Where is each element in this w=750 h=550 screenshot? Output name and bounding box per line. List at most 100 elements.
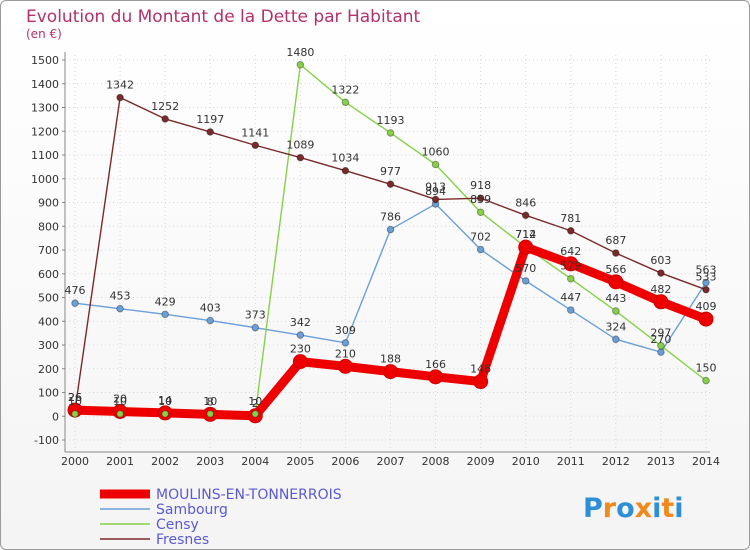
x-tick-label: 2010 bbox=[512, 455, 540, 468]
data-label: 1322 bbox=[331, 83, 359, 96]
data-point bbox=[386, 225, 395, 234]
y-tick-label: 700 bbox=[38, 244, 59, 257]
data-label: 210 bbox=[335, 347, 356, 360]
data-label: 977 bbox=[380, 165, 401, 178]
x-tick-label: 2001 bbox=[106, 455, 134, 468]
data-point bbox=[292, 354, 308, 370]
x-tick-label: 2006 bbox=[331, 455, 359, 468]
data-label: 10 bbox=[113, 395, 127, 408]
data-point bbox=[341, 98, 350, 107]
data-label: 230 bbox=[290, 343, 311, 356]
logo-letter: i bbox=[652, 493, 661, 524]
data-label: 1060 bbox=[422, 146, 450, 159]
data-label: 10 bbox=[158, 395, 172, 408]
data-point bbox=[657, 269, 665, 277]
svg-text:Proxiti: Proxiti bbox=[583, 493, 684, 524]
data-point bbox=[698, 311, 714, 327]
y-tick-label: 500 bbox=[38, 292, 59, 305]
logo-letter: o bbox=[616, 493, 635, 524]
legend-label: Censy bbox=[156, 517, 199, 533]
x-tick-label: 2003 bbox=[196, 455, 224, 468]
data-label: 1193 bbox=[377, 114, 405, 127]
data-point bbox=[473, 374, 489, 390]
y-tick-label: 1400 bbox=[31, 78, 59, 91]
data-label: 429 bbox=[155, 295, 176, 308]
chart-title: Evolution du Montant de la Dette par Hab… bbox=[26, 7, 421, 27]
legend-label: Fresnes bbox=[156, 532, 209, 548]
data-label: 712 bbox=[515, 228, 536, 241]
data-label: 476 bbox=[65, 284, 86, 297]
chart-subtitle: (en €) bbox=[26, 27, 62, 41]
x-tick-label: 2008 bbox=[422, 455, 450, 468]
data-point bbox=[566, 226, 575, 235]
data-point bbox=[206, 316, 215, 325]
data-label: 918 bbox=[470, 179, 491, 192]
data-point bbox=[428, 369, 444, 385]
data-point bbox=[341, 166, 350, 175]
data-point bbox=[657, 341, 665, 350]
y-tick-label: 600 bbox=[38, 268, 59, 281]
data-label: 26 bbox=[68, 391, 82, 404]
x-tick-label: 2000 bbox=[61, 455, 89, 468]
data-point bbox=[386, 180, 395, 189]
data-point bbox=[116, 93, 124, 102]
data-point bbox=[116, 410, 124, 418]
y-tick-label: 300 bbox=[38, 339, 59, 352]
x-tick-label: 2002 bbox=[151, 455, 179, 468]
x-tick-label: 2009 bbox=[467, 455, 495, 468]
data-label: 1197 bbox=[196, 113, 224, 126]
x-tick-label: 2007 bbox=[377, 455, 405, 468]
data-point bbox=[653, 294, 669, 310]
data-label: 1141 bbox=[241, 126, 269, 139]
y-tick-label: 0 bbox=[52, 410, 59, 423]
data-label: 603 bbox=[650, 254, 671, 267]
data-label: 702 bbox=[470, 231, 491, 244]
logo-letter: i bbox=[674, 493, 683, 524]
y-tick-label: 1500 bbox=[31, 54, 59, 67]
x-tick-label: 2005 bbox=[286, 455, 314, 468]
series-layer bbox=[67, 60, 714, 424]
data-label: 1034 bbox=[331, 152, 359, 165]
data-point bbox=[337, 358, 353, 374]
data-label: 563 bbox=[696, 264, 717, 277]
data-point bbox=[521, 277, 530, 285]
data-label: 270 bbox=[650, 333, 671, 346]
data-label: 403 bbox=[200, 302, 221, 315]
data-point bbox=[296, 153, 305, 162]
data-label: 570 bbox=[515, 262, 536, 275]
x-tick-label: 2012 bbox=[602, 455, 630, 468]
data-label: 26 bbox=[68, 391, 82, 404]
data-label: 309 bbox=[335, 324, 356, 337]
data-point bbox=[431, 160, 440, 169]
data-point bbox=[206, 128, 215, 136]
data-label: 409 bbox=[696, 300, 717, 313]
data-point bbox=[521, 211, 530, 220]
data-point bbox=[431, 195, 440, 204]
legend-label: MOULINS-EN-TONNERROIS bbox=[156, 487, 342, 503]
data-label: 373 bbox=[245, 309, 266, 322]
axes: -100 0 100 200 300 400 500 600 700 800 900 1000 1100… bbox=[31, 52, 720, 468]
y-tick-label: 900 bbox=[38, 197, 59, 210]
data-point bbox=[612, 335, 620, 344]
y-tick-label: 400 bbox=[38, 315, 59, 328]
legend: MOULINS-EN-TONNERROISSambourgCensyFresne… bbox=[100, 487, 342, 548]
data-point bbox=[566, 274, 575, 283]
y-tick-label: 100 bbox=[38, 387, 59, 400]
data-label: 579 bbox=[560, 260, 581, 273]
data-point bbox=[206, 410, 215, 418]
data-label: 166 bbox=[425, 358, 446, 371]
data-label: 297 bbox=[650, 327, 671, 340]
data-label: 786 bbox=[380, 211, 401, 224]
y-tick-label: 1100 bbox=[31, 149, 59, 162]
data-point bbox=[612, 307, 620, 315]
data-point bbox=[341, 339, 350, 347]
data-point bbox=[476, 245, 485, 254]
data-label: 687 bbox=[605, 234, 626, 247]
data-labels: 26 20 14 8 2 230 210 188 166 146 712 642 566 482 409 47… bbox=[65, 46, 717, 410]
logo-letter: r bbox=[603, 493, 617, 524]
data-label: 150 bbox=[696, 362, 717, 375]
data-point bbox=[161, 115, 169, 123]
data-label: 482 bbox=[650, 283, 671, 296]
data-point bbox=[566, 306, 575, 314]
data-label: 10 bbox=[203, 395, 217, 408]
